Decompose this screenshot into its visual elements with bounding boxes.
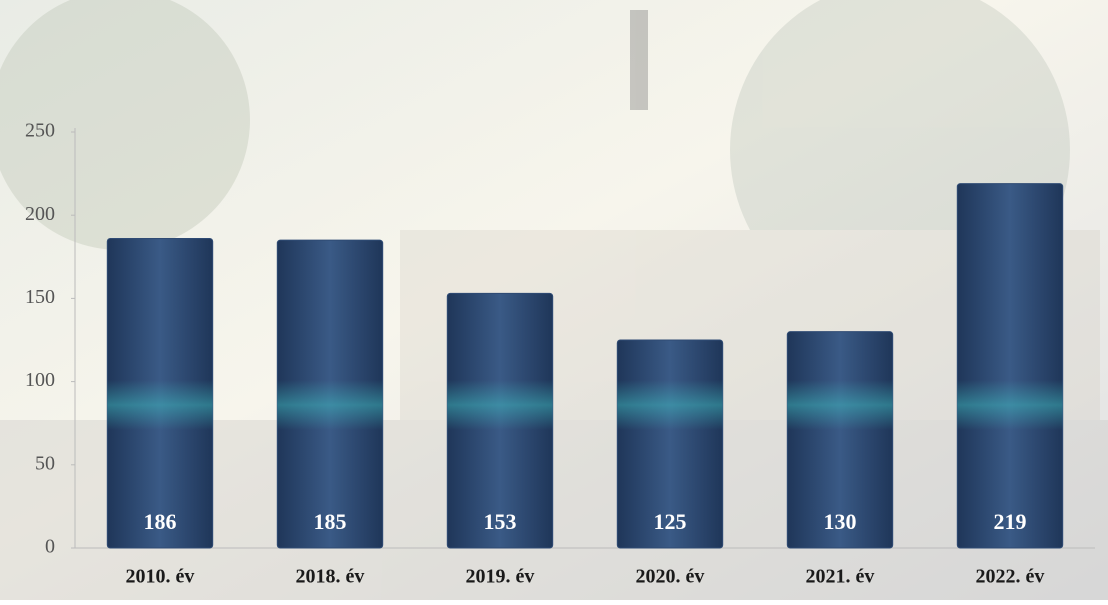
y-tick-label: 100 — [25, 369, 55, 391]
y-tick-label: 0 — [45, 536, 55, 558]
x-tick-label: 2022. év — [976, 566, 1045, 588]
value-label: 130 — [824, 509, 857, 534]
bar-glow — [277, 240, 383, 548]
x-tick-label: 2019. év — [466, 566, 535, 588]
y-tick-label: 200 — [25, 203, 55, 225]
bar-glow — [617, 340, 723, 548]
value-label: 185 — [314, 509, 347, 534]
y-tick-label: 250 — [25, 120, 55, 142]
value-label: 153 — [484, 509, 517, 534]
value-label: 219 — [994, 509, 1027, 534]
x-tick-label: 2018. év — [296, 566, 365, 588]
x-tick-label: 2010. év — [126, 566, 195, 588]
bar-glow — [787, 331, 893, 548]
value-label: 186 — [144, 509, 177, 534]
bar-glow — [957, 183, 1063, 549]
bar-glow — [107, 238, 213, 548]
bar-glow — [447, 293, 553, 548]
x-tick-label: 2021. év — [806, 566, 875, 588]
y-tick-label: 150 — [25, 286, 55, 308]
y-tick-label: 50 — [35, 452, 55, 474]
x-tick-label: 2020. év — [636, 566, 705, 588]
value-label: 125 — [654, 509, 687, 534]
